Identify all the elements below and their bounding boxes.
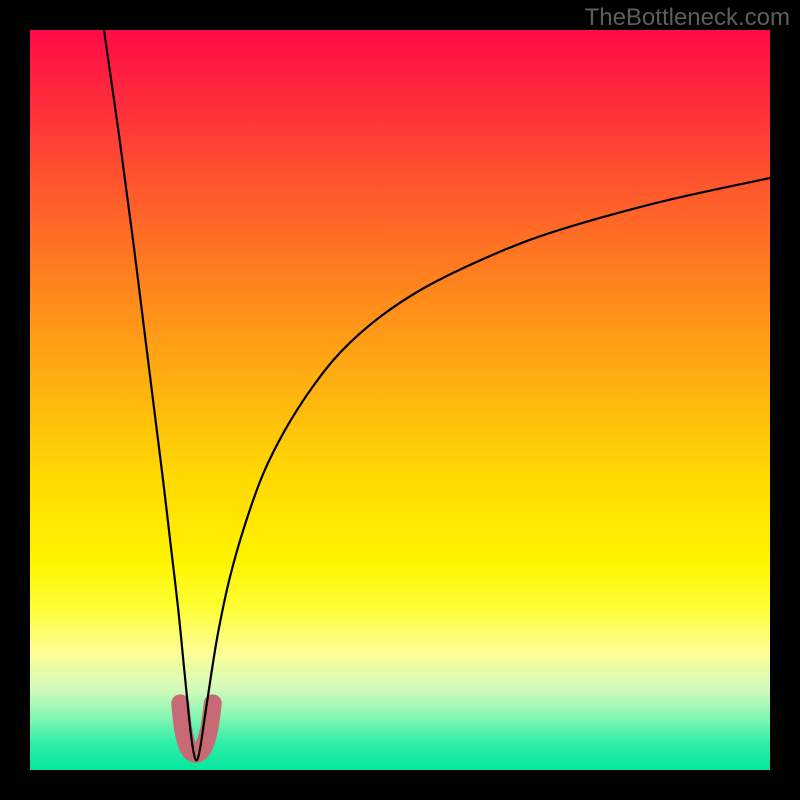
gradient-background bbox=[30, 30, 770, 770]
chart-svg bbox=[0, 0, 800, 800]
plot-area bbox=[30, 30, 770, 770]
chart-stage: TheBottleneck.com bbox=[0, 0, 800, 800]
watermark-text: TheBottleneck.com bbox=[585, 4, 790, 32]
